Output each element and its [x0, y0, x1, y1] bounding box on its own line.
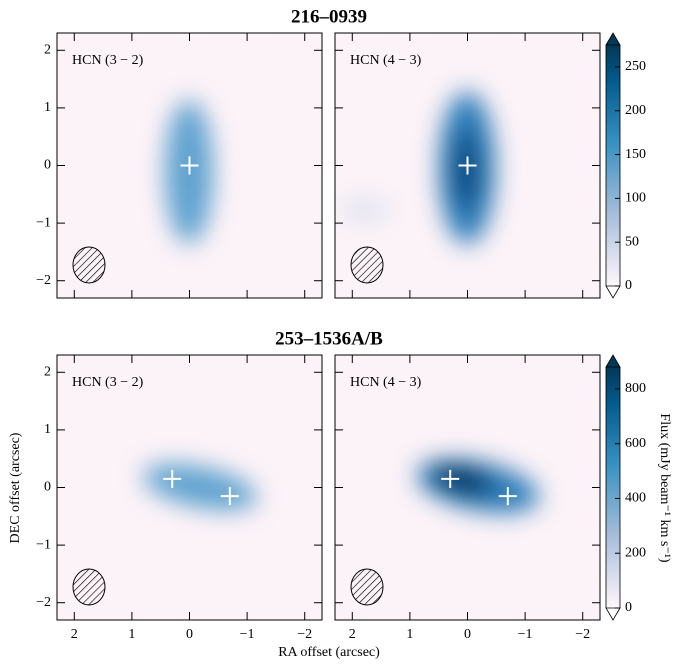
colorbar: [606, 45, 620, 286]
colorbar-tick-label: 50: [625, 234, 639, 249]
panel-label: HCN (3 − 2): [72, 53, 144, 68]
x-tick-label: −2: [575, 627, 590, 642]
x-tick-label: 2: [71, 627, 78, 642]
y-tick-label: −1: [36, 215, 51, 230]
colorbar-extend: [606, 286, 620, 298]
colorbar-tick-label: 250: [625, 59, 646, 74]
y-tick-label: −2: [36, 273, 51, 288]
colorbar-label: Flux (mJy beam⁻¹ km s⁻¹): [657, 413, 672, 563]
colorbar-tick-label: 150: [625, 147, 646, 162]
panel-label: HCN (4 − 3): [350, 53, 422, 68]
x-tick-label: 0: [186, 627, 193, 642]
figure: RA offset (arcsec) DEC offset (arcsec) F…: [0, 0, 678, 662]
y-tick-label: 2: [44, 43, 51, 58]
x-tick-label: 0: [464, 627, 471, 642]
colorbar-tick-label: 800: [625, 381, 646, 396]
x-tick-label: −1: [518, 627, 533, 642]
colorbar-extend: [606, 33, 620, 45]
x-tick-label: 1: [128, 627, 135, 642]
x-tick-label: 2: [349, 627, 356, 642]
panel-label: HCN (4 − 3): [350, 375, 422, 390]
row-title: 216–0939: [291, 6, 367, 27]
y-tick-label: −1: [36, 537, 51, 552]
colorbar-tick-label: 600: [625, 436, 646, 451]
x-tick-label: −2: [297, 627, 312, 642]
row-title: 253–1536A/B: [275, 328, 383, 349]
x-axis-label: RA offset (arcsec): [278, 645, 380, 660]
y-tick-label: 2: [44, 365, 51, 380]
y-tick-label: 0: [44, 158, 51, 173]
y-tick-label: 1: [44, 100, 51, 115]
panel-backgrounds: [57, 33, 600, 620]
colorbar-extend: [606, 355, 620, 367]
y-tick-label: −2: [36, 595, 51, 610]
x-tick-label: −1: [240, 627, 255, 642]
colorbar-tick-label: 400: [625, 491, 646, 506]
colorbar-extend: [606, 608, 620, 620]
y-tick-label: 1: [44, 422, 51, 437]
colorbar: [606, 367, 620, 608]
x-tick-label: 1: [406, 627, 413, 642]
colorbar-tick-label: 200: [625, 103, 646, 118]
colorbar-tick-label: 100: [625, 191, 646, 206]
panel-label: HCN (3 − 2): [72, 375, 144, 390]
colorbar-tick-label: 0: [625, 600, 632, 615]
colorbar-tick-label: 200: [625, 545, 646, 560]
y-axis-label: DEC offset (arcsec): [8, 432, 23, 543]
y-tick-label: 0: [44, 480, 51, 495]
colorbar-tick-label: 0: [625, 278, 632, 293]
